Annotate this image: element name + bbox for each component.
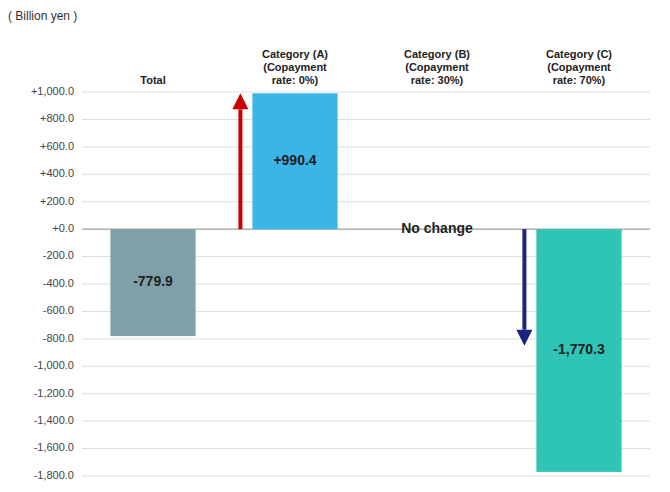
y-tick-label: -1,600.0 bbox=[34, 441, 74, 453]
data-label: -1,770.3 bbox=[553, 341, 605, 357]
grid-line bbox=[82, 174, 650, 175]
y-tick-label: +200.0 bbox=[40, 195, 74, 207]
category-label: Total bbox=[140, 74, 165, 86]
bar bbox=[110, 229, 195, 336]
grid-line bbox=[82, 92, 650, 93]
arrow bbox=[232, 93, 248, 229]
chart: -1,800.0 -1,600.0 -1,400.0 -1,200.0 -1,000.0… bbox=[0, 0, 670, 492]
y-tick-label: +600.0 bbox=[40, 140, 74, 152]
y-tick-label: +800.0 bbox=[40, 112, 74, 124]
grid-line bbox=[82, 476, 650, 477]
data-label: -779.9 bbox=[133, 273, 173, 289]
y-axis-label: ( Billion yen ) bbox=[8, 9, 77, 23]
bar bbox=[536, 229, 621, 472]
category-label: Category (B)(Copaymentrate: 30%) bbox=[404, 48, 470, 86]
y-tick-label: -1,400.0 bbox=[34, 414, 74, 426]
y-tick-label: -400.0 bbox=[43, 277, 74, 289]
grid-line bbox=[82, 119, 650, 120]
bar bbox=[252, 93, 337, 229]
grid-line bbox=[82, 201, 650, 202]
y-tick-label: -1,000.0 bbox=[34, 359, 74, 371]
y-tick-label: +400.0 bbox=[40, 167, 74, 179]
plot-area bbox=[110, 93, 621, 472]
category-label: Category (A)(Copaymentrate: 0%) bbox=[262, 48, 328, 86]
category-label: Category (C)(Copaymentrate: 70%) bbox=[546, 48, 612, 86]
y-tick-label: +1,000.0 bbox=[31, 85, 74, 97]
y-tick-label: -1,800.0 bbox=[34, 469, 74, 481]
grid bbox=[82, 92, 650, 476]
y-tick-label: -200.0 bbox=[43, 249, 74, 261]
grid-line bbox=[82, 146, 650, 147]
data-label: +990.4 bbox=[273, 152, 316, 168]
y-tick-label: -600.0 bbox=[43, 304, 74, 316]
data-label: No change bbox=[401, 220, 473, 236]
y-tick-label: -800.0 bbox=[43, 332, 74, 344]
arrow bbox=[516, 229, 532, 346]
y-tick-label: +0.0 bbox=[52, 222, 74, 234]
y-tick-label: -1,200.0 bbox=[34, 387, 74, 399]
